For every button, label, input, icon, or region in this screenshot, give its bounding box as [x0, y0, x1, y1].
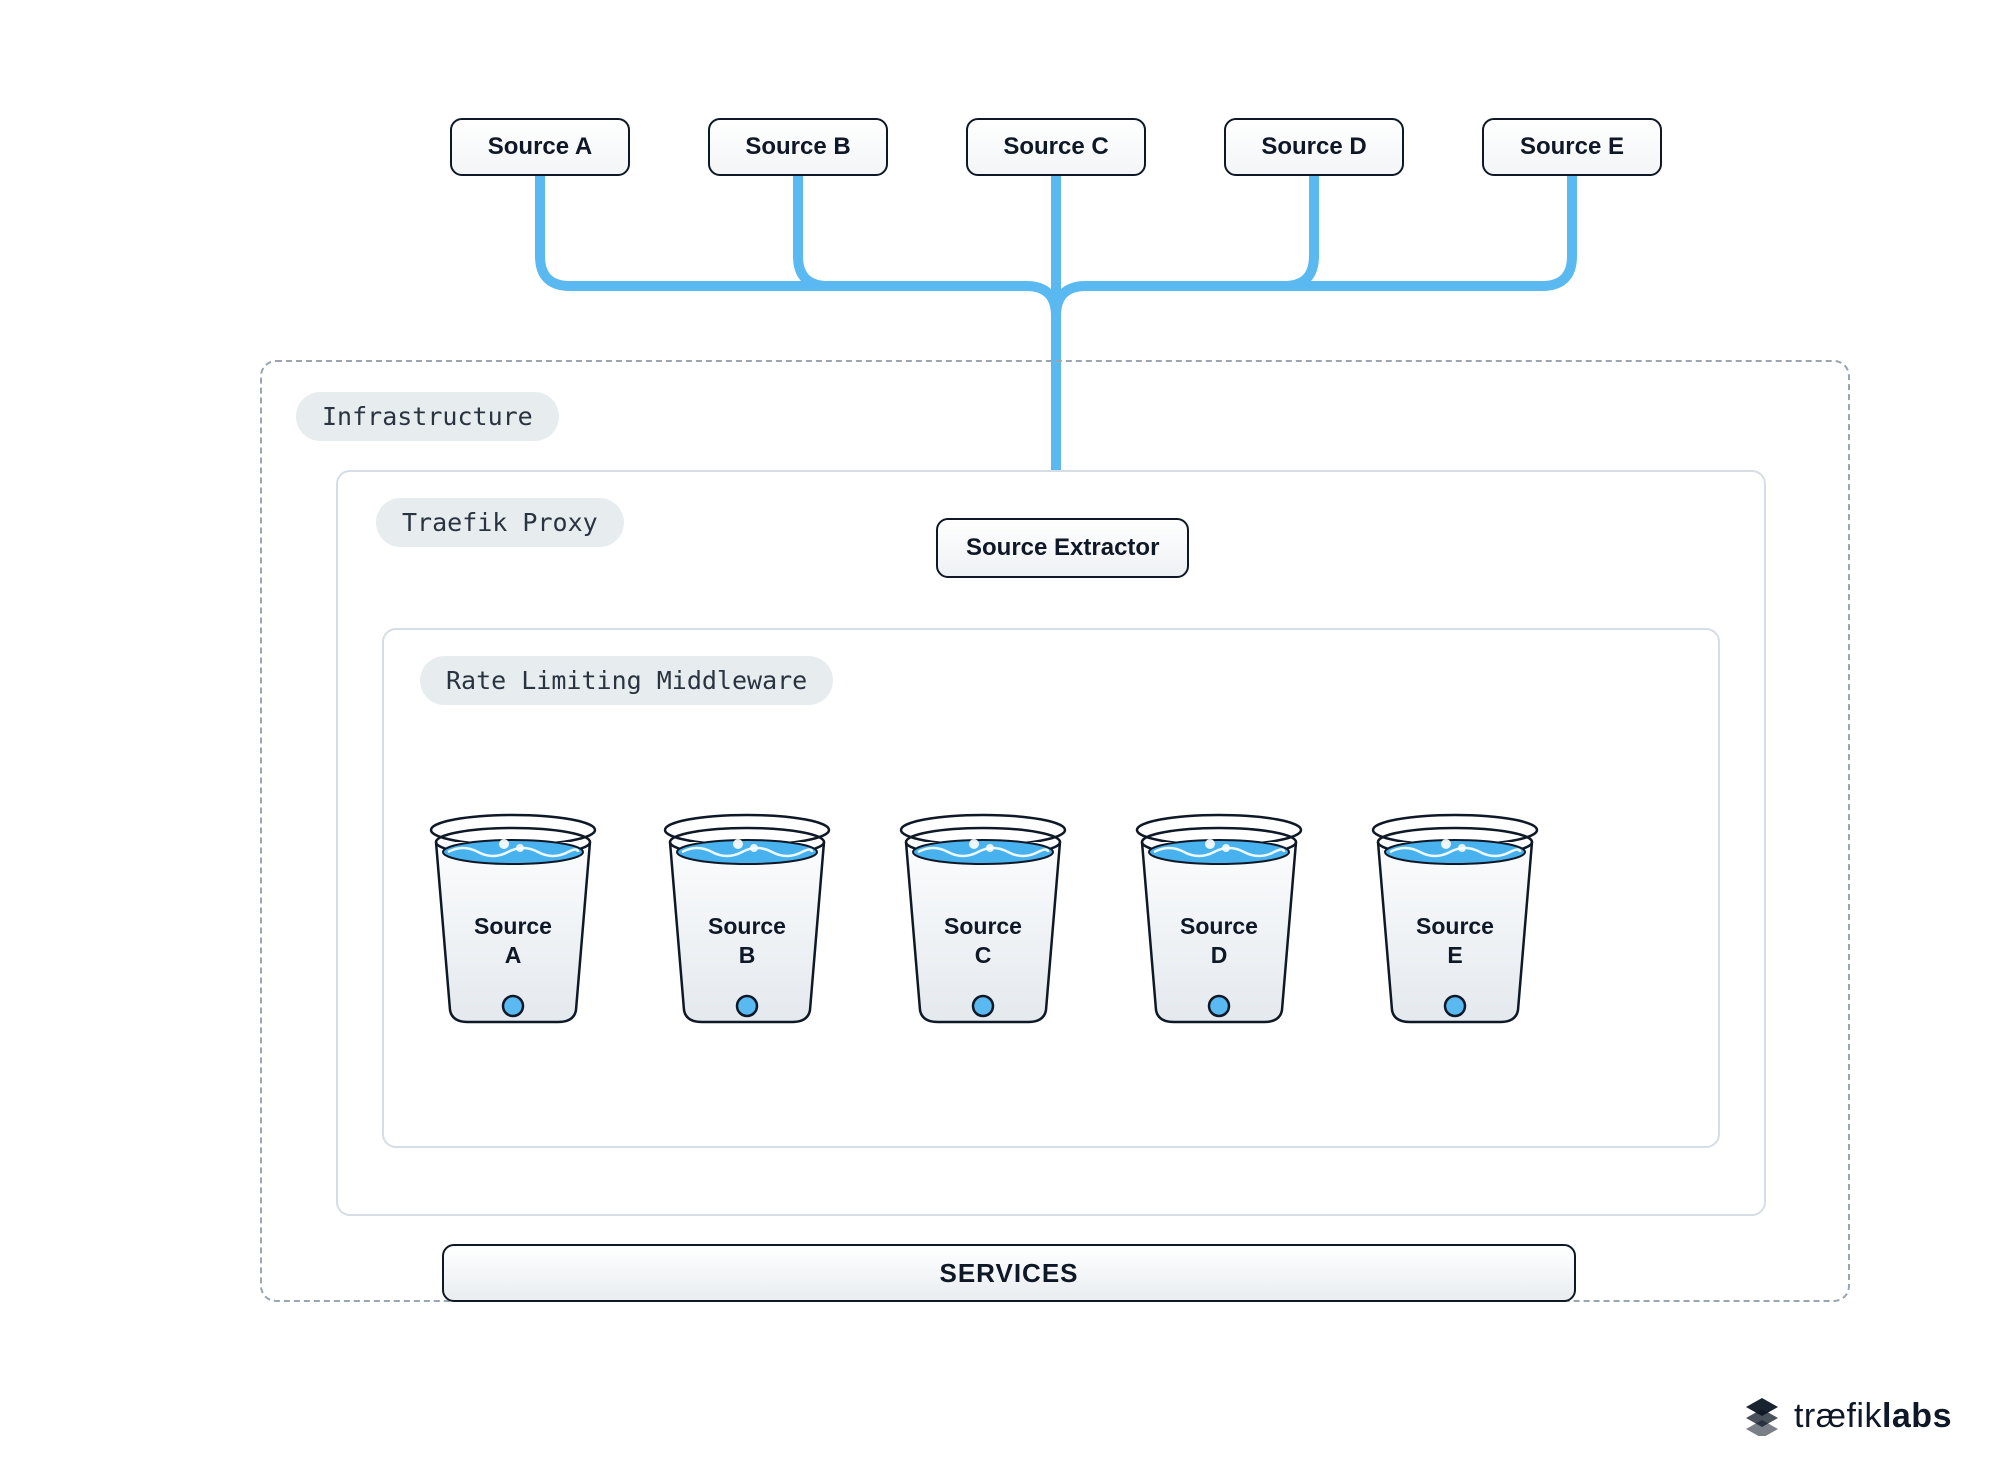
bucket-a: SourceA: [418, 800, 608, 1025]
traefik-icon: [1742, 1396, 1782, 1436]
bucket-label: SourceD: [1124, 912, 1314, 970]
bucket-label: SourceE: [1360, 912, 1550, 970]
source-box-e: Source E: [1482, 118, 1662, 176]
bucket-label: SourceA: [418, 912, 608, 970]
source-box-a: Source A: [450, 118, 630, 176]
source-extractor-node: Source Extractor: [936, 518, 1189, 578]
bucket-label: SourceC: [888, 912, 1078, 970]
services-node: SERVICES: [442, 1244, 1576, 1302]
bucket-e: SourceE: [1360, 800, 1550, 1025]
brand-logo: træfiklabs: [1742, 1396, 1952, 1436]
infrastructure-label: Infrastructure: [296, 392, 559, 441]
source-box-c: Source C: [966, 118, 1146, 176]
bucket-label: SourceB: [652, 912, 842, 970]
source-box-d: Source D: [1224, 118, 1404, 176]
middleware-label: Rate Limiting Middleware: [420, 656, 833, 705]
source-box-b: Source B: [708, 118, 888, 176]
bucket-c: SourceC: [888, 800, 1078, 1025]
diagram-canvas: Infrastructure Traefik Proxy Rate Limiti…: [0, 0, 2000, 1472]
brand-text: træfiklabs: [1794, 1397, 1952, 1436]
bucket-d: SourceD: [1124, 800, 1314, 1025]
bucket-b: SourceB: [652, 800, 842, 1025]
proxy-label: Traefik Proxy: [376, 498, 624, 547]
